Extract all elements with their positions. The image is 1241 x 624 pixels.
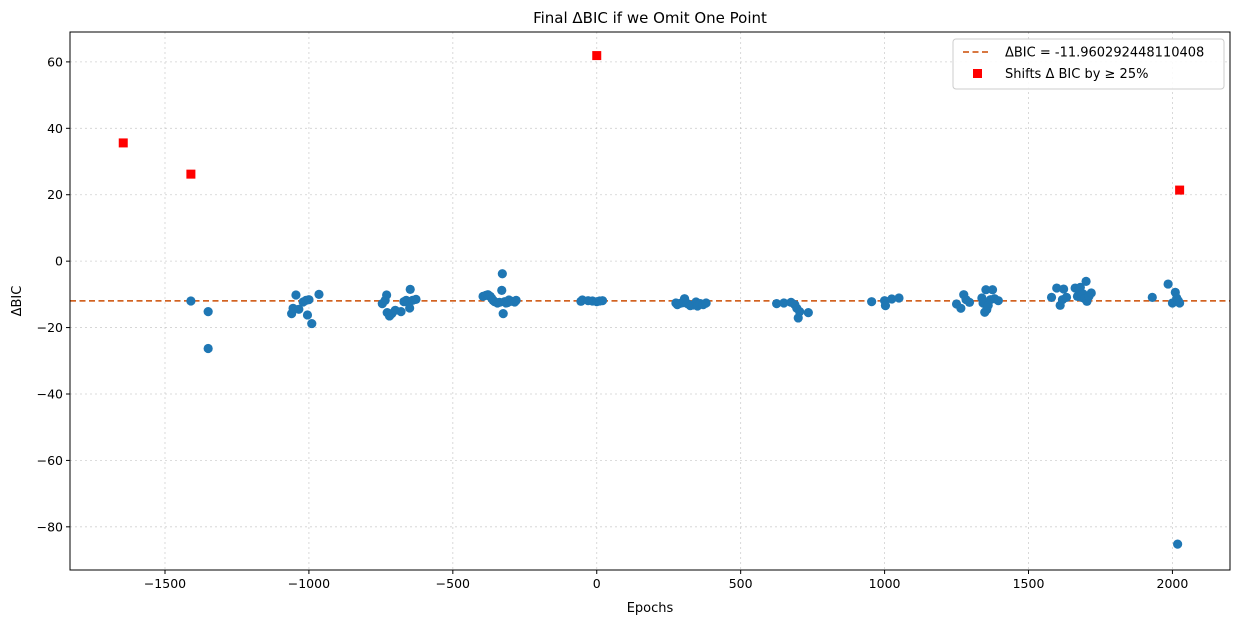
data-point (203, 343, 213, 354)
data-point (1052, 283, 1062, 293)
shift-marker-square (1175, 185, 1185, 195)
data-point (772, 299, 782, 309)
data-point (1061, 292, 1072, 302)
data-point (597, 296, 608, 306)
data-point (498, 309, 508, 319)
data-point (405, 303, 415, 313)
x-tick-label: 0 (593, 576, 601, 591)
x-tick-label: 1000 (869, 576, 901, 591)
x-tick-label: 500 (729, 576, 753, 591)
y-tick-label: 40 (47, 121, 63, 136)
data-points (118, 51, 1185, 549)
plot-frame (69, 31, 1231, 571)
data-point (1081, 276, 1091, 287)
x-tick-label: 1500 (1013, 576, 1045, 591)
data-point (880, 301, 891, 311)
y-tick-label: −60 (37, 453, 63, 468)
legend-shift-label: Shifts Δ BIC by ≥ 25% (1005, 67, 1148, 82)
y-tick-label: −80 (37, 519, 63, 534)
legend-square-marker-swatch (973, 69, 982, 78)
axis-ticks: −1500 −1000 −500 0 500 1000 1500 2000 −80 −60 −40 −… (37, 54, 1189, 591)
data-point (307, 318, 317, 329)
data-point (1173, 539, 1183, 549)
data-point (405, 284, 415, 294)
data-point (795, 307, 805, 317)
y-tick-label: −20 (37, 320, 63, 335)
x-axis-label: Epochs (627, 601, 674, 616)
y-tick-label: 60 (47, 54, 63, 69)
data-point (1059, 284, 1069, 294)
legend-reference-line-label: ΔBIC = -11.960292448110408 (1005, 46, 1204, 61)
shift-marker-square (186, 169, 196, 179)
data-point (304, 295, 314, 305)
shift-marker-square (118, 138, 128, 148)
data-point (497, 269, 507, 279)
data-point (1086, 288, 1096, 298)
data-point (803, 308, 813, 318)
data-point (291, 290, 301, 300)
data-point (203, 307, 213, 317)
x-tick-label: 2000 (1157, 576, 1189, 591)
data-point (1163, 279, 1173, 289)
data-point (186, 296, 196, 306)
data-point (511, 295, 521, 305)
data-point (1147, 292, 1157, 302)
legend: ΔBIC = -11.960292448110408 Shifts Δ BIC … (952, 38, 1225, 90)
y-tick-label: 20 (47, 187, 63, 202)
data-point (779, 298, 789, 308)
y-tick-label: 0 (55, 254, 63, 269)
y-tick-label: −40 (37, 386, 63, 401)
y-axis-label: ΔBIC (10, 286, 25, 317)
data-point (382, 290, 392, 300)
data-point (396, 307, 406, 317)
data-point (701, 298, 711, 308)
data-point (302, 310, 313, 320)
data-point (993, 296, 1003, 306)
shift-marker-square (592, 51, 602, 61)
chart-title: Final ΔBIC if we Omit One Point (533, 9, 767, 27)
legend-box (952, 38, 1225, 90)
data-point (497, 285, 507, 295)
data-point (1046, 292, 1057, 302)
data-point (894, 293, 904, 303)
data-point (1175, 298, 1185, 308)
data-point (867, 297, 877, 307)
data-point (887, 294, 897, 304)
x-tick-label: −500 (436, 576, 470, 591)
x-tick-label: −1000 (288, 576, 330, 591)
data-point (987, 285, 998, 295)
x-tick-label: −1500 (144, 576, 186, 591)
data-point (981, 285, 991, 295)
data-point (411, 294, 421, 304)
data-point (956, 303, 966, 313)
data-point (964, 297, 975, 307)
data-point (294, 304, 304, 314)
data-point (314, 289, 324, 299)
